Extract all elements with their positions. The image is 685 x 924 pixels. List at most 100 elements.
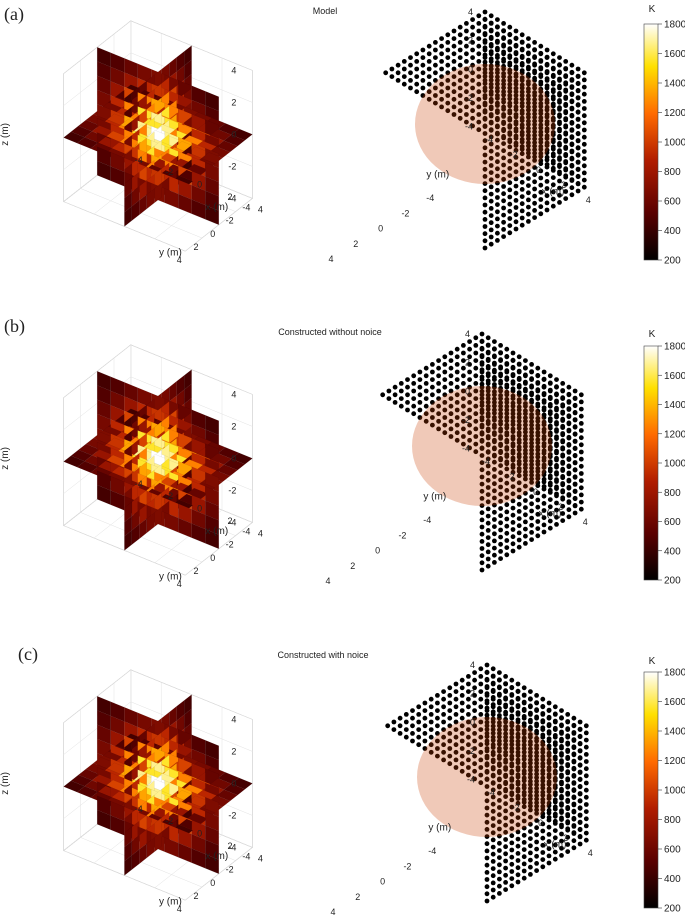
grid-point	[479, 415, 485, 420]
grid-point	[534, 764, 539, 770]
grid-point	[538, 74, 544, 79]
grid-point	[559, 817, 564, 822]
grid-point	[482, 195, 488, 201]
grid-point	[467, 354, 472, 360]
grid-point	[492, 481, 497, 487]
grid-point	[529, 407, 534, 413]
grid-point	[510, 512, 516, 518]
grid-point	[445, 70, 451, 76]
z-tick-label: 0	[465, 386, 470, 396]
grid-point	[461, 388, 466, 394]
grid-point	[482, 62, 488, 68]
grid-point	[464, 89, 469, 95]
grid-point	[528, 857, 533, 863]
grid-point	[466, 674, 471, 679]
grid-point	[503, 689, 508, 694]
grid-point	[521, 804, 527, 810]
grid-point	[583, 773, 589, 779]
grid-point	[515, 765, 521, 770]
grid-point	[534, 778, 539, 784]
grid-point	[544, 93, 550, 98]
grid-point	[420, 55, 426, 60]
grid-point	[521, 840, 527, 845]
grid-point	[583, 787, 589, 793]
grid-point	[546, 817, 552, 823]
grid-point	[546, 723, 552, 729]
grid-point	[416, 742, 422, 748]
grid-point	[550, 51, 556, 57]
grid-point	[575, 117, 581, 122]
panel-letter: (a)	[4, 4, 24, 25]
grid-point	[501, 141, 506, 147]
grid-point	[464, 59, 469, 64]
grid-point	[552, 806, 558, 812]
grid-point	[490, 681, 496, 687]
grid-point	[497, 700, 502, 706]
grid-point	[492, 346, 497, 352]
grid-point	[526, 59, 531, 64]
grid-point	[392, 392, 398, 398]
grid-point	[498, 381, 503, 386]
grid-point	[513, 212, 519, 218]
grid-point	[578, 399, 584, 405]
grid-point	[575, 174, 581, 180]
grid-point	[521, 875, 527, 881]
grid-point	[540, 785, 546, 791]
grid-point	[521, 782, 527, 788]
grid-point	[484, 798, 490, 804]
grid-point	[513, 36, 519, 41]
grid-point	[428, 719, 434, 725]
grid-point	[515, 753, 521, 758]
grid-point	[484, 670, 490, 675]
grid-point	[495, 93, 500, 98]
y-tick-label: 2	[193, 566, 198, 576]
grid-point	[501, 21, 506, 26]
grid-point	[478, 772, 484, 778]
grid-point	[430, 422, 435, 428]
grid-point	[509, 847, 515, 853]
grid-point	[498, 400, 503, 406]
grid-point	[521, 749, 527, 755]
grid-point	[490, 780, 496, 786]
grid-point	[544, 85, 550, 91]
grid-point	[509, 883, 515, 889]
grid-point	[479, 354, 485, 360]
grid-point	[464, 28, 469, 34]
grid-point	[492, 538, 497, 544]
grid-point	[554, 457, 559, 463]
grid-point	[544, 150, 550, 156]
grid-point	[546, 803, 552, 809]
grid-point	[528, 850, 533, 856]
grid-point	[461, 358, 466, 363]
grid-point	[523, 365, 528, 371]
grid-point	[495, 159, 500, 165]
grid-point	[466, 742, 471, 748]
grid-point	[497, 855, 502, 860]
grid-point	[503, 865, 508, 871]
colorbar-tick-label: 1000	[664, 138, 685, 149]
grid-point	[385, 723, 391, 729]
grid-point	[476, 96, 482, 102]
z-tick-label: -2	[467, 746, 475, 756]
grid-point	[476, 21, 482, 26]
panel-title: Constructed without noice	[278, 327, 382, 337]
grid-point	[563, 88, 569, 94]
grid-point	[547, 447, 553, 452]
grid-point	[515, 779, 521, 785]
grid-point	[534, 853, 539, 859]
grid-point	[417, 392, 423, 398]
grid-point	[488, 96, 494, 102]
grid-point	[513, 100, 519, 105]
grid-point	[529, 494, 534, 500]
grid-point	[488, 36, 494, 41]
grid-point	[497, 746, 502, 751]
grid-point	[498, 396, 503, 401]
grid-point	[461, 418, 466, 424]
grid-point	[495, 115, 500, 121]
grid-point	[501, 89, 506, 95]
grid-point	[516, 369, 522, 375]
grid-point	[565, 727, 571, 732]
grid-point	[497, 738, 502, 744]
grid-point	[510, 434, 516, 439]
